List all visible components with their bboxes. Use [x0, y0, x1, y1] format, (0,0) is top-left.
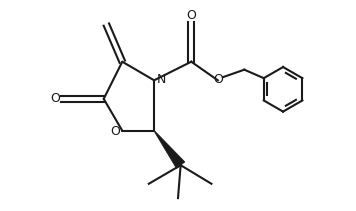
Text: N: N — [157, 73, 166, 86]
Text: O: O — [110, 125, 120, 138]
Text: O: O — [213, 73, 223, 86]
Polygon shape — [154, 131, 185, 168]
Text: O: O — [186, 8, 196, 22]
Text: O: O — [50, 92, 60, 105]
